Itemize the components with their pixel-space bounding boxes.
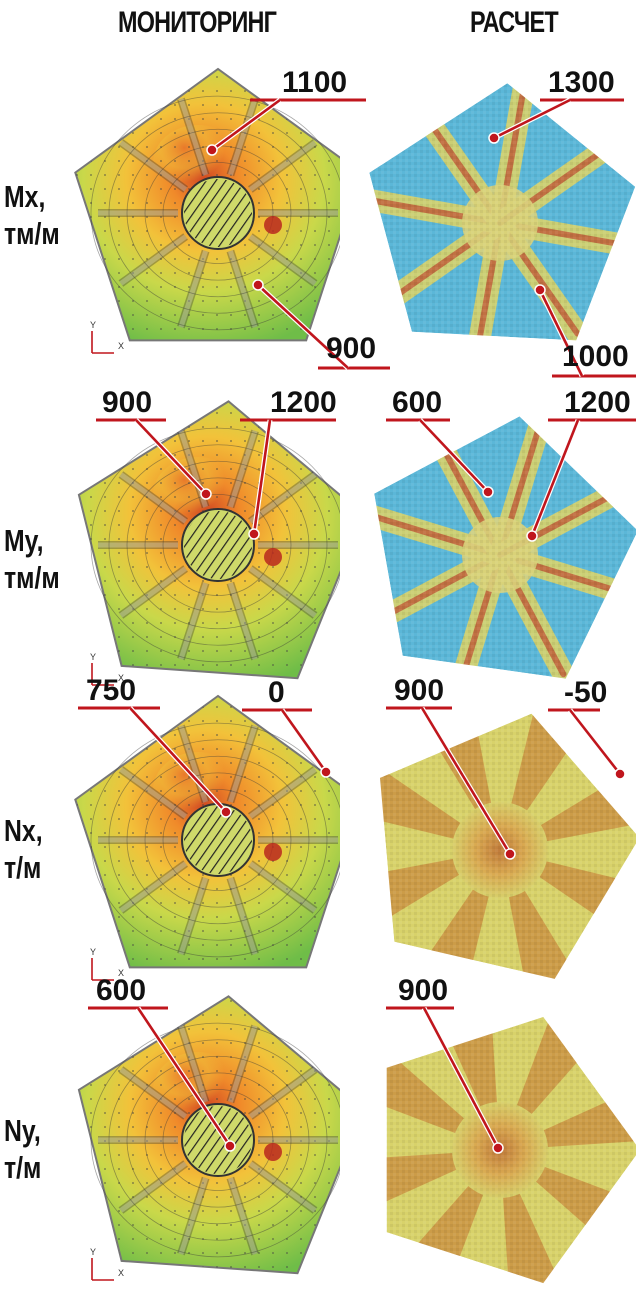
- value-callout: 900: [96, 386, 212, 500]
- callout-leader: [538, 289, 584, 377]
- callout-value: 600: [392, 386, 442, 419]
- callout-leader: [419, 419, 489, 493]
- callout-value: 1100: [282, 66, 347, 99]
- callout-leader: [129, 707, 227, 813]
- row-label-line2: тм/м: [4, 560, 60, 595]
- callout-value: 900: [326, 332, 376, 365]
- calculation-contour-plot: [340, 680, 636, 1010]
- callout-value: 1300: [548, 66, 615, 99]
- callout-value: 900: [102, 386, 152, 419]
- header-calculation: РАСЧЕТ: [470, 6, 559, 39]
- monitoring-contour-plot: YX: [77, 995, 365, 1281]
- callout-dot: [206, 144, 218, 156]
- axis-marker-icon: YX: [90, 652, 124, 686]
- row-label-line1: My,: [4, 523, 44, 558]
- axis-x-label: X: [118, 673, 124, 683]
- callout-leader: [136, 1007, 232, 1147]
- callout-leader: [252, 419, 272, 535]
- callout-dot: [504, 848, 516, 860]
- axis-y-label: Y: [90, 1247, 96, 1257]
- value-callout: 1300: [488, 66, 624, 144]
- callout-value: 1200: [564, 386, 631, 419]
- value-callout: 1100: [206, 66, 366, 156]
- monitoring-contour-plot: YX: [77, 400, 365, 686]
- monitoring-contour-plot: YX: [74, 67, 362, 354]
- callout-leader: [530, 419, 580, 537]
- callout-value: 900: [394, 674, 444, 707]
- value-callout: 1200: [240, 386, 337, 540]
- callout-dot: [320, 766, 332, 778]
- value-callout: 900: [386, 974, 504, 1154]
- row-label-line1: Ny,: [4, 1113, 41, 1148]
- callout-leader: [422, 1007, 500, 1149]
- row-label-ny: Ny, т/м: [4, 1112, 41, 1186]
- axis-x-label: X: [118, 968, 124, 978]
- callout-dot: [482, 486, 494, 498]
- row-label-mx: Mx, тм/м: [4, 178, 60, 252]
- callout-dot: [248, 528, 260, 540]
- value-callout: 1000: [534, 284, 636, 378]
- callout-dot: [534, 284, 546, 296]
- callout-value: 1000: [562, 340, 629, 373]
- monitoring-contour-plot: YX: [74, 694, 362, 981]
- callout-leader: [568, 709, 622, 775]
- row-label-line2: т/м: [4, 1150, 42, 1185]
- calculation-contour-plot: [340, 980, 636, 1293]
- callout-leader: [420, 707, 512, 855]
- value-callout: 750: [78, 674, 232, 818]
- row-label-line2: т/м: [4, 850, 42, 885]
- row-label-line2: тм/м: [4, 216, 60, 251]
- axis-x-label: X: [118, 341, 124, 351]
- callout-dot: [526, 530, 538, 542]
- axis-y-label: Y: [90, 652, 96, 662]
- row-label-line1: Mx,: [4, 179, 46, 214]
- callout-leader: [135, 419, 207, 495]
- callout-dot: [252, 279, 264, 291]
- axis-y-label: Y: [90, 320, 96, 330]
- row-label-my: My, тм/м: [4, 522, 60, 596]
- callout-value: 0: [268, 676, 285, 709]
- row-label-nx: Nx, т/м: [4, 812, 43, 886]
- callout-value: 900: [398, 974, 448, 1007]
- callout-value: 1200: [270, 386, 337, 419]
- value-callout: 900: [252, 279, 390, 370]
- callout-leader: [211, 98, 281, 152]
- callout-leader: [280, 709, 328, 773]
- callout-leader: [257, 284, 349, 369]
- value-callout: -50: [548, 676, 626, 780]
- calculation-contour-plot: [340, 385, 636, 715]
- callout-value: -50: [564, 676, 607, 709]
- value-callout: 0: [242, 676, 332, 778]
- callout-value: 750: [86, 674, 136, 707]
- axis-marker-icon: YX: [90, 947, 124, 981]
- axis-x-label: X: [118, 1268, 124, 1278]
- header-monitoring: МОНИТОРИНГ: [118, 6, 277, 39]
- callout-dot: [492, 1142, 504, 1154]
- callout-dot: [200, 488, 212, 500]
- calculation-contour-plot: [340, 53, 636, 383]
- callout-dot: [614, 768, 626, 780]
- axis-marker-icon: YX: [90, 1247, 124, 1281]
- callout-value: 600: [96, 974, 146, 1007]
- value-callout: 900: [386, 674, 516, 860]
- callout-leader: [493, 98, 571, 140]
- callout-dot: [224, 1140, 236, 1152]
- callout-dot: [220, 806, 232, 818]
- callout-dot: [488, 132, 500, 144]
- row-label-line1: Nx,: [4, 813, 43, 848]
- value-callout: 600: [88, 974, 236, 1152]
- value-callout: 1200: [526, 386, 636, 542]
- value-callout: 600: [386, 386, 494, 498]
- axis-y-label: Y: [90, 947, 96, 957]
- axis-marker-icon: YX: [90, 320, 124, 354]
